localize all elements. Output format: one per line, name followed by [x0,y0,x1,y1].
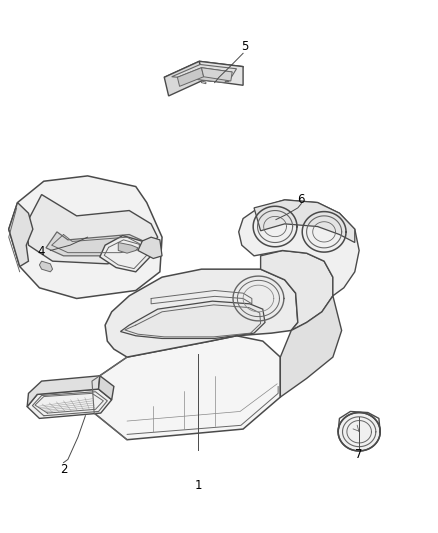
Polygon shape [254,200,355,243]
Polygon shape [201,68,232,81]
Text: 6: 6 [297,193,305,206]
Polygon shape [261,251,333,330]
Polygon shape [138,237,162,259]
Polygon shape [26,195,158,264]
Text: 7: 7 [355,448,363,461]
Polygon shape [164,61,204,96]
Polygon shape [9,176,162,298]
Polygon shape [46,232,147,256]
Text: 4: 4 [38,245,46,258]
Polygon shape [99,376,114,400]
Polygon shape [27,376,100,407]
Text: 2: 2 [60,463,67,475]
Polygon shape [118,243,138,253]
Polygon shape [338,413,380,451]
Polygon shape [239,200,359,296]
Polygon shape [177,68,232,83]
Polygon shape [199,61,243,85]
Text: 5: 5 [241,41,248,53]
Polygon shape [120,301,265,338]
Polygon shape [100,236,152,272]
Polygon shape [39,261,53,272]
Polygon shape [92,336,280,440]
Polygon shape [27,389,112,418]
Polygon shape [172,64,237,82]
Polygon shape [280,296,342,397]
Polygon shape [164,61,243,83]
Polygon shape [9,203,33,266]
Polygon shape [177,68,204,86]
Text: 1: 1 [194,479,202,491]
Polygon shape [105,269,298,357]
